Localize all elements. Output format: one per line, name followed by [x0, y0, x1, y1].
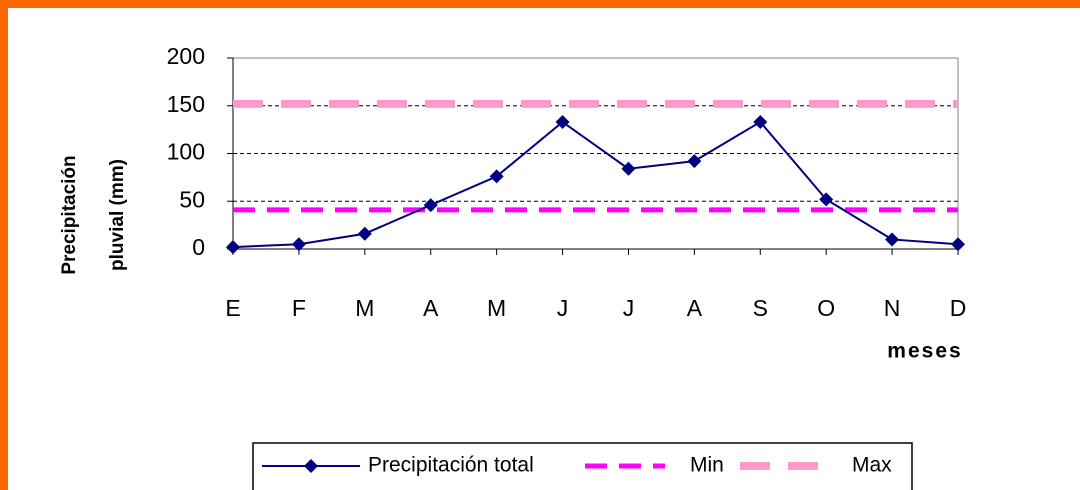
y-tick-label: 0 — [192, 234, 205, 260]
marker — [819, 192, 834, 207]
marker — [885, 232, 900, 247]
x-tick-label: O — [817, 295, 835, 321]
frame-left — [0, 0, 8, 490]
marker — [357, 226, 372, 241]
legend-label: Precipitación total — [368, 454, 534, 477]
y-axis-title: Precipitación — [59, 155, 80, 274]
x-tick-label: M — [487, 295, 506, 321]
x-tick-label: F — [292, 295, 306, 321]
y-tick-label: 200 — [167, 43, 205, 69]
legend-label: Min — [690, 454, 724, 477]
y-tick-label: 50 — [179, 186, 205, 212]
marker — [687, 154, 702, 169]
marker — [423, 198, 438, 213]
y-tick-label: 150 — [167, 91, 205, 117]
x-tick-label: E — [225, 295, 240, 321]
x-tick-label: A — [687, 295, 703, 321]
x-tick-label: A — [423, 295, 439, 321]
marker — [621, 161, 636, 176]
marker — [753, 114, 768, 129]
marker — [951, 237, 965, 252]
marker — [489, 169, 504, 184]
x-tick-label: M — [355, 295, 374, 321]
x-axis-title: meses — [887, 340, 962, 363]
y-tick-label: 100 — [167, 139, 205, 165]
y-axis-title: pluvial (mm) — [107, 159, 128, 271]
marker — [291, 237, 306, 252]
frame-top — [0, 0, 1080, 8]
x-tick-label: D — [950, 295, 967, 321]
x-tick-label: J — [623, 295, 635, 321]
legend-label: Max — [852, 454, 892, 477]
x-tick-label: J — [557, 295, 569, 321]
legend-marker — [304, 459, 318, 473]
marker — [226, 240, 240, 255]
marker — [555, 114, 570, 129]
x-tick-label: S — [753, 295, 768, 321]
x-tick-label: N — [884, 295, 901, 321]
series-line — [232, 120, 959, 249]
